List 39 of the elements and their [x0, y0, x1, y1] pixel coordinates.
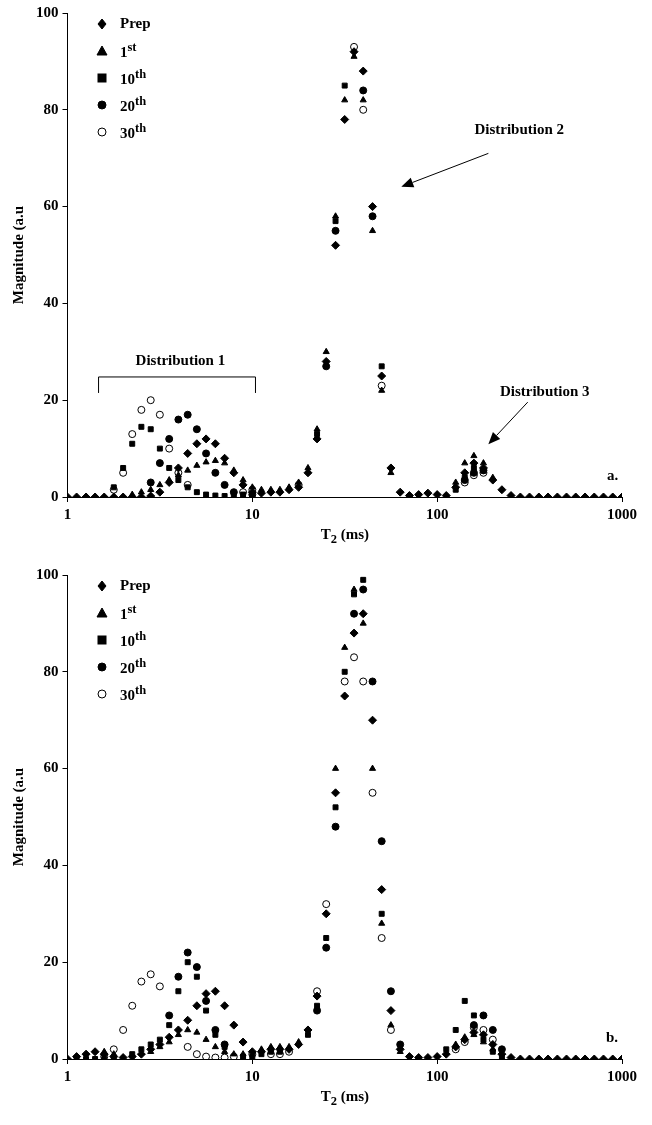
x-axis-title: T$_{2}$ (ms): [320, 526, 370, 546]
legend-label: 20$^{th}$: [120, 94, 147, 115]
x-tick-label: 1: [63, 505, 72, 522]
x-tick-label: 10: [244, 505, 260, 522]
x-tick-label: 10: [244, 1067, 260, 1084]
y-tick-label: 0: [51, 1049, 59, 1066]
y-tick-label: 100: [36, 3, 59, 20]
legend-label: 1$^{st}$: [120, 40, 137, 61]
x-tick-label: 1: [63, 1067, 72, 1084]
y-tick-label: 80: [43, 662, 59, 679]
annotation: Distribution 3: [499, 383, 590, 400]
y-tick-label: 0: [51, 487, 59, 504]
y-tick-label: 80: [43, 100, 59, 117]
y-tick-label: 60: [43, 759, 59, 776]
x-tick-label: 100: [425, 1067, 449, 1084]
y-tick-label: 20: [43, 953, 59, 970]
y-tick-label: 40: [43, 856, 59, 873]
annotation: Distribution 1: [135, 351, 226, 368]
annotation: Distribution 2: [474, 120, 565, 137]
legend-label: 1$^{st}$: [120, 602, 137, 623]
legend-label: 10$^{th}$: [120, 629, 147, 650]
y-tick-label: 60: [43, 197, 59, 214]
annotation: b.: [606, 1029, 619, 1045]
y-axis-title: Magnitude (a.u: [9, 205, 27, 305]
y-tick-label: 20: [43, 391, 59, 408]
y-tick-label: 40: [43, 294, 59, 311]
legend-label: 10$^{th}$: [120, 67, 147, 88]
legend-label: Prep: [120, 577, 151, 594]
x-tick-label: 1000: [607, 1067, 637, 1084]
legend-label: 20$^{th}$: [120, 656, 147, 677]
y-axis-title: Magnitude (a.u: [9, 767, 27, 867]
y-tick-label: 100: [36, 565, 59, 582]
legend-label: 30$^{th}$: [120, 683, 147, 704]
x-tick-label: 1000: [607, 505, 637, 522]
x-axis-title: T$_{2}$ (ms): [320, 1088, 370, 1108]
annotation: a.: [607, 467, 619, 483]
legend-label: 30$^{th}$: [120, 121, 147, 142]
legend-label: Prep: [120, 15, 151, 32]
x-tick-label: 100: [425, 505, 449, 522]
